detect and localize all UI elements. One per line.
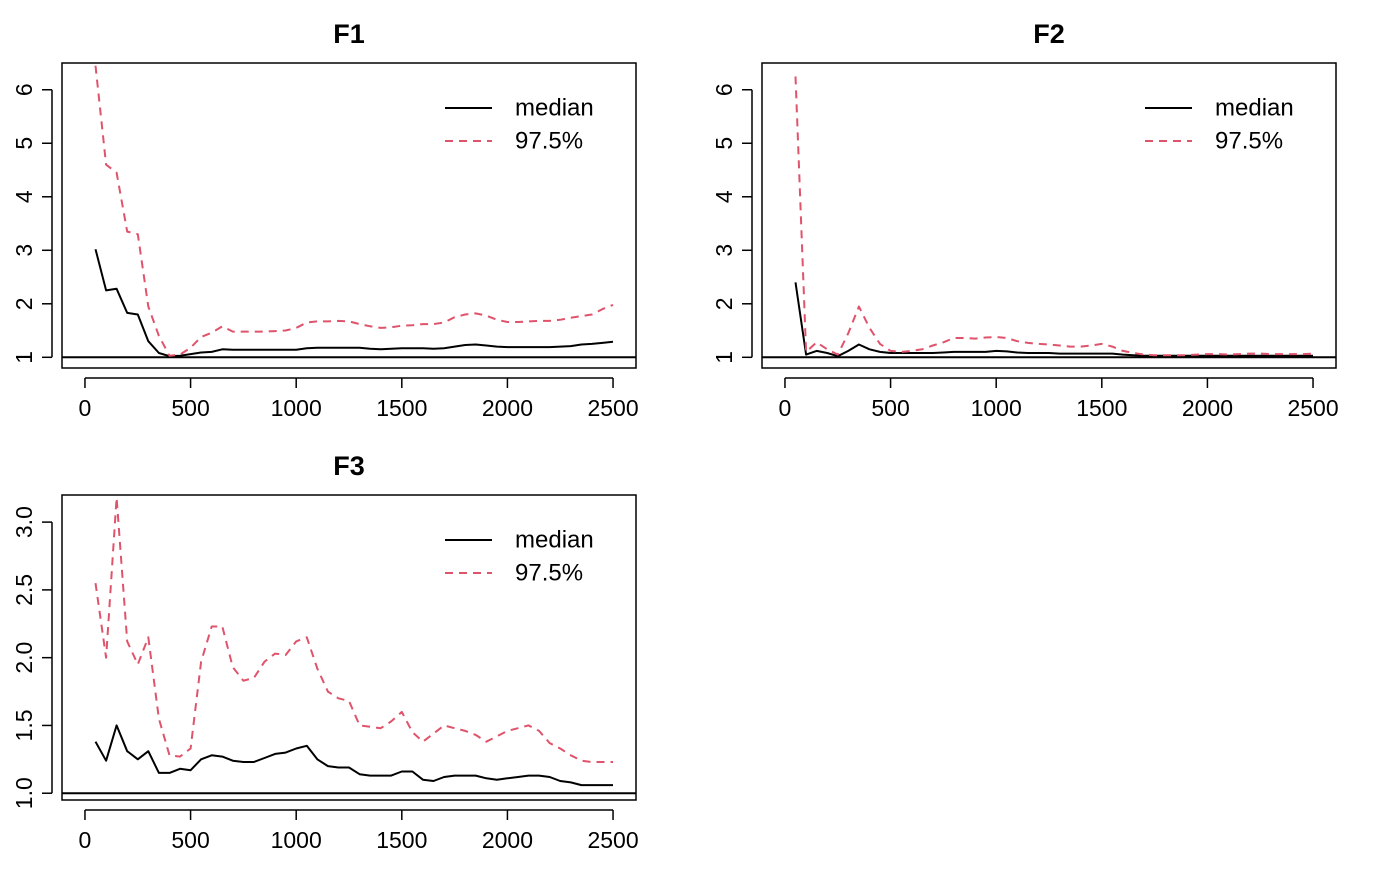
y-axis: 1 2 3 4 5 6 bbox=[711, 83, 753, 364]
series-line-median bbox=[94, 724, 613, 787]
series-line-upper bbox=[94, 496, 613, 763]
y-tick-label: 2.5 bbox=[11, 574, 37, 606]
x-tick-label: 2500 bbox=[587, 395, 638, 421]
y-tick-label: 3.0 bbox=[11, 506, 37, 538]
x-tick-label: 1500 bbox=[376, 827, 427, 853]
y-tick-label: 2 bbox=[11, 297, 37, 310]
series-line-upper bbox=[94, 65, 614, 357]
y-tick-label: 2.0 bbox=[11, 642, 37, 674]
legend-label: 97.5% bbox=[515, 128, 583, 155]
x-tick-label: 2000 bbox=[482, 395, 533, 421]
x-axis: 0 500 1000 1500 2000 2500 bbox=[779, 377, 1339, 421]
y-tick-label: 6 bbox=[711, 83, 737, 96]
legend-label: 97.5% bbox=[515, 560, 583, 587]
x-tick-label: 2000 bbox=[482, 827, 533, 853]
x-tick-label: 2500 bbox=[1287, 395, 1338, 421]
x-tick-label: 500 bbox=[871, 395, 909, 421]
y-tick-label: 1.5 bbox=[11, 709, 37, 741]
plot-frame bbox=[761, 62, 1337, 369]
x-tick-label: 0 bbox=[79, 827, 92, 853]
chart-title: F2 bbox=[1033, 19, 1065, 49]
panel-1: F1 0 500 1000 1500 2000 2500 1 2 3 4 5 6 median 97.5% bbox=[11, 19, 639, 421]
y-tick-label: 1 bbox=[11, 351, 37, 364]
series-line-median bbox=[94, 248, 614, 358]
x-tick-label: 1000 bbox=[271, 395, 322, 421]
y-tick-label: 2 bbox=[711, 297, 737, 310]
x-tick-label: 2000 bbox=[1182, 395, 1233, 421]
x-axis: 0 500 1000 1500 2000 2500 bbox=[79, 809, 639, 853]
y-tick-label: 5 bbox=[11, 137, 37, 150]
legend-label: 97.5% bbox=[1215, 128, 1283, 155]
x-tick-label: 1000 bbox=[971, 395, 1022, 421]
x-tick-label: 500 bbox=[171, 827, 209, 853]
legend: median 97.5% bbox=[1145, 95, 1294, 155]
x-tick-label: 1500 bbox=[1076, 395, 1127, 421]
chart-title: F1 bbox=[333, 19, 365, 49]
y-axis: 1 2 3 4 5 6 bbox=[11, 83, 53, 364]
x-tick-label: 0 bbox=[79, 395, 92, 421]
y-axis: 1.0 1.5 2.0 2.5 3.0 bbox=[11, 506, 53, 809]
x-tick-label: 0 bbox=[779, 395, 792, 421]
y-tick-label: 3 bbox=[711, 244, 737, 257]
x-tick-label: 1500 bbox=[376, 395, 427, 421]
plot-frame bbox=[61, 494, 637, 801]
series-line-upper bbox=[794, 76, 1314, 357]
y-tick-label: 3 bbox=[11, 244, 37, 257]
y-tick-label: 4 bbox=[11, 190, 37, 203]
x-tick-label: 500 bbox=[171, 395, 209, 421]
series-line-median bbox=[794, 282, 1313, 358]
plot-frame bbox=[61, 62, 637, 369]
legend: median 97.5% bbox=[445, 95, 594, 155]
legend-label: median bbox=[515, 527, 594, 554]
legend-label: median bbox=[1215, 95, 1294, 122]
panel-3: F3 0 500 1000 1500 2000 2500 1.0 1.5 2.0 2.5 3.0 med… bbox=[11, 451, 639, 853]
legend-label: median bbox=[515, 95, 594, 122]
y-tick-label: 5 bbox=[711, 137, 737, 150]
y-tick-label: 1 bbox=[711, 351, 737, 364]
y-tick-label: 6 bbox=[11, 83, 37, 96]
panel-2: F2 0 500 1000 1500 2000 2500 1 2 3 4 5 6 median 97.5% bbox=[711, 19, 1339, 421]
y-tick-label: 1.0 bbox=[11, 777, 37, 809]
y-tick-label: 4 bbox=[711, 190, 737, 203]
chart-title: F3 bbox=[333, 451, 365, 481]
x-tick-label: 1000 bbox=[271, 827, 322, 853]
x-tick-label: 2500 bbox=[587, 827, 638, 853]
x-axis: 0 500 1000 1500 2000 2500 bbox=[79, 377, 639, 421]
legend: median 97.5% bbox=[445, 527, 594, 587]
